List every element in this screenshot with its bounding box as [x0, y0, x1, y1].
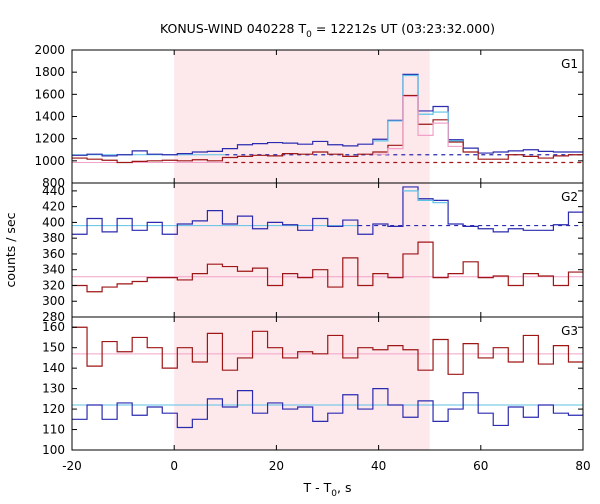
series-blue-lightcurve [72, 186, 583, 235]
plot-area [72, 186, 583, 293]
plot-area [72, 326, 583, 429]
series-red-model [372, 95, 464, 155]
x-tick-label: 80 [575, 459, 590, 473]
highlight-interval [174, 50, 430, 450]
y-tick-label: 280 [42, 310, 65, 324]
y-axis-label: counts / sec [3, 212, 18, 287]
panel-g1: 800 1000 1200 1400 1600 1800 2000 G1 [34, 43, 584, 190]
y-tick-label: 1800 [34, 65, 65, 79]
x-tick-label: 20 [269, 459, 284, 473]
series-red-lightcurve [72, 94, 583, 164]
x-tick-label: -20 [62, 459, 82, 473]
y-tick-label: 320 [42, 278, 65, 292]
y-tick-label: 340 [42, 263, 65, 277]
x-tick-label: 60 [473, 459, 488, 473]
panel-frame [71, 316, 584, 451]
y-tick-label: 1200 [34, 132, 65, 146]
y-tick-label: 1000 [34, 154, 65, 168]
series-blue-lightcurve [72, 73, 583, 157]
x-axis-label: T - T0, s [303, 480, 352, 499]
x-tick-label: 0 [170, 459, 178, 473]
series-blue-lightcurve [72, 388, 583, 429]
series-blue-model [372, 74, 464, 142]
panel-label: G3 [561, 324, 578, 338]
panel-label: G2 [561, 190, 578, 204]
y-tick-label: 2000 [34, 43, 65, 57]
y-tick-label: 380 [42, 231, 65, 245]
series-blue-model [402, 190, 449, 204]
y-tick-label: 120 [42, 402, 65, 416]
plot-area [72, 73, 583, 164]
y-tick-label: 100 [42, 443, 65, 457]
x-tick-label: 40 [371, 459, 386, 473]
y-tick-label: 160 [42, 320, 65, 334]
panel-g3: 100 110 120 130 140 150 160 G3 [42, 316, 584, 457]
y-tick-label: 420 [42, 200, 65, 214]
y-tick-label: 130 [42, 382, 65, 396]
y-tick-label: 110 [42, 423, 65, 437]
chart-title: KONUS-WIND 040228 T0 = 12212s UT (03:23:… [160, 21, 495, 40]
y-tick-label: 1400 [34, 110, 65, 124]
y-tick-label: 140 [42, 361, 65, 375]
y-tick-label: 300 [42, 294, 65, 308]
y-tick-label: 440 [42, 184, 65, 198]
panel-label: G1 [561, 57, 578, 71]
y-tick-label: 360 [42, 247, 65, 261]
series-red-lightcurve [72, 241, 583, 293]
series-red-lightcurve [72, 326, 583, 375]
y-tick-label: 1600 [34, 87, 65, 101]
y-tick-label: 150 [42, 341, 65, 355]
y-tick-label: 400 [42, 215, 65, 229]
y-tick-label: 800 [42, 176, 65, 190]
